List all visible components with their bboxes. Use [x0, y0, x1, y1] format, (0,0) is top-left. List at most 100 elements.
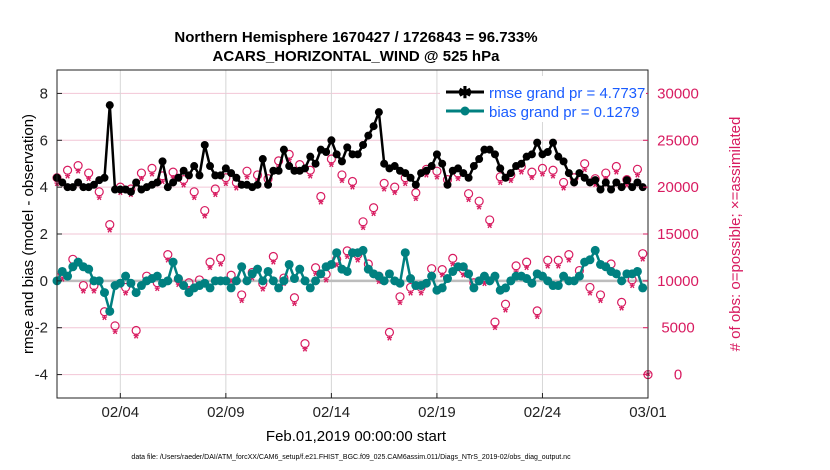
obs-assimilated-point: * — [260, 283, 266, 299]
bias-point — [527, 278, 537, 288]
rmse-point — [184, 171, 193, 180]
obs-assimilated-point: * — [587, 287, 593, 303]
rmse-point — [359, 140, 368, 149]
obs-assimilated-point: * — [439, 269, 445, 285]
obs-possible-point — [215, 253, 226, 263]
bias-point — [152, 271, 162, 281]
rmse-point — [464, 173, 473, 182]
obs-possible-point — [490, 317, 500, 327]
obs-possible-point — [105, 220, 115, 230]
obs-assimilated-point: * — [614, 166, 620, 182]
obs-possible-point — [463, 189, 474, 199]
obs-assimilated-point: * — [313, 267, 319, 283]
bias-point — [94, 276, 104, 286]
obs-assimilated-point: * — [556, 260, 562, 276]
obs-assimilated-point: * — [455, 173, 461, 189]
rmse-point — [337, 157, 346, 166]
obs-assimilated-point: * — [508, 175, 514, 191]
bias-point — [464, 269, 474, 279]
x-tick-label: 02/24 — [524, 404, 562, 421]
obs-assimilated-point: * — [155, 282, 161, 298]
obs-assimilated-point: * — [250, 272, 256, 288]
bias-point — [168, 257, 178, 267]
bias-point — [437, 283, 447, 293]
obs-assimilated-point: * — [355, 254, 361, 270]
obs-possible-point — [537, 163, 548, 173]
obs-assimilated-point: * — [540, 168, 546, 184]
rmse-point — [364, 131, 373, 140]
rmse-point — [279, 145, 288, 154]
rmse-point — [232, 173, 241, 182]
bias-point — [226, 283, 236, 293]
bias-point — [99, 288, 109, 298]
obs-assimilated-point: * — [292, 297, 298, 313]
rmse-point — [596, 185, 605, 194]
rmse-point — [617, 183, 626, 192]
obs-assimilated-point: * — [360, 221, 366, 237]
rmse-point — [206, 162, 215, 171]
obs-assimilated-point: * — [482, 278, 488, 294]
obs-assimilated-point: * — [550, 170, 556, 186]
y2-axis-label: # of obs: o=possible; ×=assimilated — [727, 117, 744, 352]
rmse-point — [301, 164, 310, 173]
rmse-point — [306, 152, 315, 161]
obs-possible-point — [474, 196, 484, 206]
bias-point — [379, 276, 389, 286]
rmse-point — [591, 176, 600, 185]
x-tick-label: 02/09 — [207, 404, 245, 421]
rmse-point — [506, 169, 515, 178]
obs-possible-point — [553, 255, 563, 265]
y-tick-label: 0 — [40, 273, 48, 290]
obs-possible-point — [347, 176, 358, 187]
rmse-point — [575, 169, 584, 178]
rmse-point — [174, 173, 183, 182]
obs-possible-point — [532, 306, 542, 316]
y-tick-label: 6 — [40, 132, 48, 149]
rmse-point — [195, 171, 204, 180]
obs-assimilated-point: * — [519, 166, 525, 182]
bias-point — [163, 276, 173, 286]
obs-assimilated-point: * — [339, 175, 345, 191]
rmse-point — [227, 169, 236, 178]
obs-possible-point — [390, 182, 400, 192]
obs-possible-point — [358, 217, 368, 227]
rmse-point — [633, 178, 642, 187]
rmse-point — [264, 180, 273, 189]
bias-point — [638, 283, 648, 293]
obs-assimilated-point: * — [207, 262, 213, 278]
rmse-point — [564, 169, 573, 178]
bias-point — [121, 271, 131, 281]
obs-assimilated-point: * — [498, 176, 504, 192]
rmse-point — [105, 101, 114, 110]
rmse-point — [628, 183, 637, 192]
obs-assimilated-point: * — [392, 187, 398, 203]
obs-assimilated-point: * — [503, 304, 509, 320]
obs-assimilated-point: * — [529, 172, 535, 188]
obs-assimilated-point: * — [112, 325, 118, 341]
rmse-point — [443, 180, 452, 189]
bias-point — [442, 274, 452, 284]
y-axis-label: rmse and bias (model - observation) — [20, 114, 37, 354]
data-file-footer: data file: /Users/raeder/DAI/ATM_forcXX/… — [131, 454, 571, 461]
obs-assimilated-point: * — [635, 169, 641, 185]
rmse-point — [253, 180, 262, 189]
bias-point — [300, 276, 310, 286]
obs-assimilated-point: * — [424, 169, 430, 185]
obs-possible-point — [580, 159, 590, 169]
obs-possible-point — [210, 184, 220, 194]
obs-possible-point — [369, 203, 379, 213]
bias-point — [179, 281, 189, 291]
obs-possible-point — [168, 167, 178, 177]
obs-assimilated-point: * — [271, 256, 277, 272]
y2-tick-label: 0 — [674, 367, 682, 384]
obs-assimilated-point: * — [91, 285, 97, 301]
bias-point — [501, 283, 511, 293]
rmse-point — [216, 171, 225, 180]
obs-possible-point — [611, 161, 621, 172]
rmse-point — [169, 178, 178, 187]
chart-subtitle: ACARS_HORIZONTAL_WIND @ 525 hPa — [213, 48, 501, 65]
obs-possible-point — [205, 257, 215, 267]
obs-assimilated-point: * — [213, 189, 219, 205]
bias-point — [115, 278, 125, 288]
